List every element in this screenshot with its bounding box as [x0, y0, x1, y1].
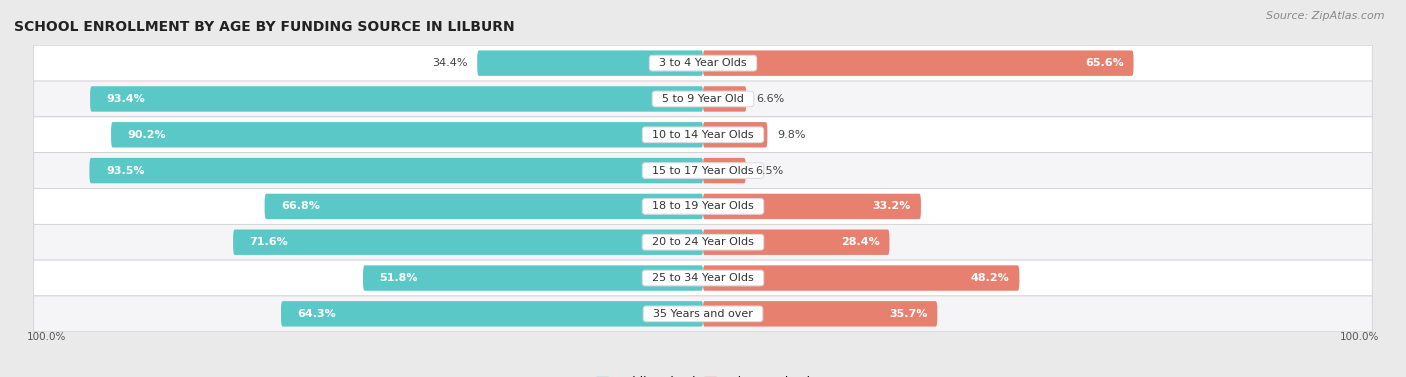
FancyBboxPatch shape — [264, 194, 703, 219]
Text: 35 Years and over: 35 Years and over — [647, 309, 759, 319]
Legend: Public School, Private School: Public School, Private School — [596, 376, 810, 377]
Text: 25 to 34 Year Olds: 25 to 34 Year Olds — [645, 273, 761, 283]
FancyBboxPatch shape — [477, 51, 703, 76]
FancyBboxPatch shape — [703, 301, 938, 326]
FancyBboxPatch shape — [703, 194, 921, 219]
FancyBboxPatch shape — [90, 158, 703, 183]
FancyBboxPatch shape — [34, 224, 1372, 260]
Text: 6.5%: 6.5% — [755, 166, 783, 176]
Text: 90.2%: 90.2% — [128, 130, 166, 140]
Text: 71.6%: 71.6% — [250, 237, 288, 247]
Text: 64.3%: 64.3% — [298, 309, 336, 319]
FancyBboxPatch shape — [34, 45, 1372, 81]
Text: 20 to 24 Year Olds: 20 to 24 Year Olds — [645, 237, 761, 247]
FancyBboxPatch shape — [34, 296, 1372, 332]
FancyBboxPatch shape — [34, 153, 1372, 188]
Text: 18 to 19 Year Olds: 18 to 19 Year Olds — [645, 201, 761, 211]
Text: 15 to 17 Year Olds: 15 to 17 Year Olds — [645, 166, 761, 176]
FancyBboxPatch shape — [703, 51, 1133, 76]
Text: 5 to 9 Year Old: 5 to 9 Year Old — [655, 94, 751, 104]
Text: SCHOOL ENROLLMENT BY AGE BY FUNDING SOURCE IN LILBURN: SCHOOL ENROLLMENT BY AGE BY FUNDING SOUR… — [14, 20, 515, 34]
Text: 10 to 14 Year Olds: 10 to 14 Year Olds — [645, 130, 761, 140]
FancyBboxPatch shape — [111, 122, 703, 147]
Text: 48.2%: 48.2% — [970, 273, 1010, 283]
Text: 51.8%: 51.8% — [380, 273, 418, 283]
Text: 34.4%: 34.4% — [432, 58, 467, 68]
Text: 100.0%: 100.0% — [1340, 333, 1379, 342]
FancyBboxPatch shape — [703, 265, 1019, 291]
FancyBboxPatch shape — [34, 188, 1372, 224]
Text: 28.4%: 28.4% — [841, 237, 880, 247]
Text: 6.6%: 6.6% — [756, 94, 785, 104]
FancyBboxPatch shape — [90, 86, 703, 112]
FancyBboxPatch shape — [281, 301, 703, 326]
FancyBboxPatch shape — [34, 260, 1372, 296]
Text: Source: ZipAtlas.com: Source: ZipAtlas.com — [1267, 11, 1385, 21]
Text: 65.6%: 65.6% — [1085, 58, 1123, 68]
Text: 100.0%: 100.0% — [27, 333, 66, 342]
FancyBboxPatch shape — [34, 117, 1372, 153]
FancyBboxPatch shape — [703, 86, 747, 112]
Text: 93.5%: 93.5% — [105, 166, 145, 176]
FancyBboxPatch shape — [703, 122, 768, 147]
Text: 35.7%: 35.7% — [889, 309, 928, 319]
Text: 3 to 4 Year Olds: 3 to 4 Year Olds — [652, 58, 754, 68]
FancyBboxPatch shape — [363, 265, 703, 291]
Text: 66.8%: 66.8% — [281, 201, 321, 211]
FancyBboxPatch shape — [233, 230, 703, 255]
Text: 9.8%: 9.8% — [778, 130, 806, 140]
FancyBboxPatch shape — [703, 158, 745, 183]
FancyBboxPatch shape — [34, 81, 1372, 117]
Text: 93.4%: 93.4% — [107, 94, 145, 104]
Text: 33.2%: 33.2% — [873, 201, 911, 211]
FancyBboxPatch shape — [703, 230, 890, 255]
